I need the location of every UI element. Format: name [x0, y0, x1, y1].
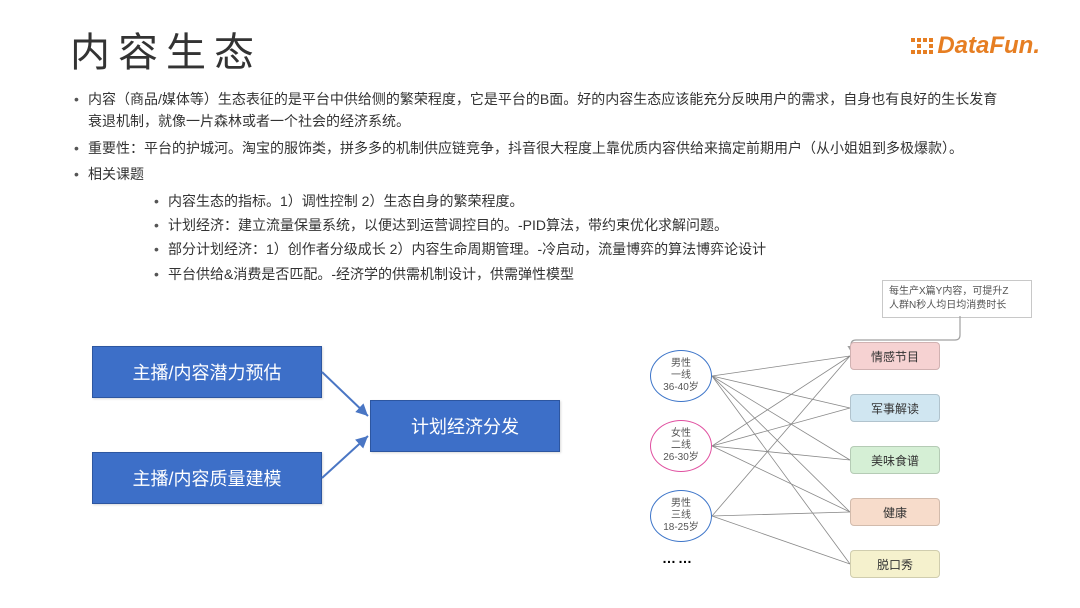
category-node: 脱口秀 [850, 550, 940, 578]
audience-node: 男性三线18-25岁 [650, 490, 712, 542]
audience-node: 男性一线36-40岁 [650, 350, 712, 402]
network-diagram: 每生产X篇Y内容，可提升Z 人群N秒人均日均消费时长 男性一线36-40岁女性二… [620, 300, 1050, 580]
category-node: 健康 [850, 498, 940, 526]
caption-line: 每生产X篇Y内容，可提升Z [889, 285, 1025, 299]
audience-node: 女性二线26-30岁 [650, 420, 712, 472]
category-node: 美味食谱 [850, 446, 940, 474]
category-node: 情感节目 [850, 342, 940, 370]
category-node: 军事解读 [850, 394, 940, 422]
ellipsis: …… [662, 550, 694, 566]
